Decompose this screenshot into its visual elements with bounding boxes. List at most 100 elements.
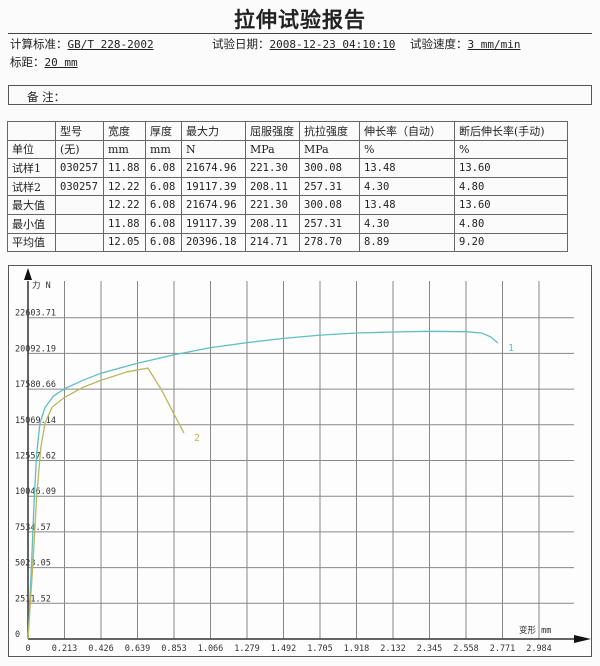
y-tick-label: 17580.66	[15, 380, 56, 390]
y-axis-label: 力 N	[32, 280, 51, 291]
x-tick-label: 0.853	[161, 644, 187, 654]
y-tick-label: 0	[15, 630, 20, 640]
date-field: 试验日期：2008-12-23 04:10:10	[212, 36, 395, 52]
table-cell: 257.31	[299, 176, 360, 197]
date-value: 2008-12-23 04:10:10	[269, 38, 396, 51]
series-1-line	[27, 330, 499, 640]
x-tick-label: 2.132	[380, 644, 406, 654]
results-table: 型号 宽度 厚度 最大力 屈服强度 抗拉强度 伸长率（自动） 断后伸长率(手动) 单位 (无) mm…	[7, 121, 568, 253]
table-cell: 试样2	[7, 176, 56, 197]
table-cell: 278.70	[299, 232, 360, 253]
force-deformation-chart: 0 0.213 0.426 0.639 0.853 1.066 1.279 1.492 1.70…	[8, 265, 592, 657]
table-cell: 11.88	[103, 213, 146, 234]
gauge-value: 20 mm	[44, 56, 78, 69]
table-cell: 20396.18	[181, 232, 246, 253]
series-2-line	[27, 367, 185, 640]
column-header: 伸长率（自动）	[359, 121, 455, 141]
table-row: 试样1 030257 11.88 6.08 21674.96 221.30 300.08 13…	[7, 158, 568, 178]
chart-svg: 0 0.213 0.426 0.639 0.853 1.066 1.279 1.492 1.70…	[15, 268, 591, 654]
table-cell: 030257	[55, 176, 104, 197]
column-header: 断后伸长率(手动)	[454, 121, 568, 141]
table-cell: 6.08	[145, 232, 182, 253]
column-header	[7, 121, 56, 141]
table-row: 单位 (无) mm mm N MPa MPa%%	[7, 139, 568, 160]
table-cell: 19117.39	[181, 213, 246, 234]
table-cell: 12.05	[103, 232, 146, 253]
x-tick-label: 0	[25, 644, 30, 654]
table-cell: 6.08	[145, 213, 182, 234]
column-header: 屈服强度	[245, 121, 300, 141]
series-label: 1	[508, 343, 514, 354]
table-cell: 208.11	[245, 176, 300, 197]
table-header-row: 型号 宽度 厚度 最大力 屈服强度 抗拉强度 伸长率（自动） 断后伸长率(手动)	[7, 121, 568, 141]
speed-value: 3 mm/min	[467, 38, 521, 51]
table-cell: 6.08	[145, 158, 182, 178]
table-cell: 300.08	[299, 158, 360, 178]
column-header: 抗拉强度	[299, 121, 360, 141]
table-cell: 4.30	[359, 176, 455, 197]
table-cell: 19117.39	[181, 176, 246, 197]
table-cell: %	[359, 139, 455, 160]
x-tick-label: 1.279	[234, 644, 260, 654]
remarks-box: 备 注：	[8, 85, 592, 105]
table-row: 试样2 030257 12.22 6.08 19117.39 208.11 257.31 4.…	[7, 176, 568, 197]
table-cell: 单位	[7, 139, 56, 160]
title-divider	[8, 33, 592, 34]
standard-field: 计算标准：GB/T 228-2002	[10, 36, 154, 52]
table-cell: 6.08	[145, 176, 182, 197]
table-cell: 11.88	[103, 158, 146, 178]
table-row: 平均值 12.05 6.08 20396.18 214.71 278.70 8.89 9.20	[7, 232, 568, 253]
table-cell: 221.30	[245, 158, 300, 178]
gauge-field: 标距：20 mm	[10, 54, 78, 70]
table-cell: 试样1	[7, 158, 56, 178]
table-cell: 12.22	[103, 195, 146, 215]
table-cell: 6.08	[145, 195, 182, 215]
table-cell: MPa	[245, 139, 300, 160]
table-cell: 13.48	[359, 195, 455, 215]
table-cell: 21674.96	[181, 158, 246, 178]
speed-label: 试验速度：	[410, 37, 468, 51]
table-cell: 13.48	[359, 158, 455, 178]
table-cell: 最小值	[7, 213, 56, 234]
table-cell: 4.80	[454, 176, 568, 197]
report-title: 拉伸试验报告	[234, 8, 366, 32]
column-header: 厚度	[145, 121, 182, 141]
x-axis-label: 变形 mm	[519, 625, 551, 636]
table-cell: 平均值	[7, 232, 56, 253]
x-axis-arrow-icon	[574, 635, 591, 643]
table-cell: mm	[145, 139, 182, 160]
x-tick-label: 2.984	[526, 644, 552, 654]
y-tick-label: 22603.71	[15, 309, 56, 319]
table-row: 最小值 11.88 6.08 19117.39 208.11 257.31 4.30 4.80	[7, 213, 568, 234]
table-cell	[55, 195, 104, 215]
table-cell: 8.89	[359, 232, 455, 253]
table-cell	[55, 232, 104, 253]
column-header: 最大力	[181, 121, 246, 141]
y-axis-arrow-icon	[24, 268, 32, 280]
table-cell: 13.60	[454, 158, 568, 178]
y-tick-label: 2511.52	[15, 594, 51, 604]
y-tick-label: 20092.19	[15, 344, 56, 354]
x-tick-label: 0.639	[125, 644, 151, 654]
table-cell: 9.20	[454, 232, 568, 253]
x-tick-label: 1.705	[307, 644, 333, 654]
remarks-label: 备 注：	[27, 90, 66, 104]
x-tick-label: 2.771	[490, 644, 516, 654]
gauge-label: 标距：	[10, 55, 45, 69]
column-header: 宽度	[103, 121, 146, 141]
x-tick-label: 2.558	[453, 644, 479, 654]
x-tick-label: 0.426	[88, 644, 114, 654]
y-tick-label: 15069.14	[15, 416, 56, 426]
standard-value: GB/T 228-2002	[67, 38, 154, 51]
table-cell: MPa	[299, 139, 360, 160]
table-cell: 221.30	[245, 195, 300, 215]
x-tick-label: 1.492	[271, 644, 297, 654]
x-tick-label: 2.345	[417, 644, 443, 654]
y-tick-label: 10046.09	[15, 487, 56, 497]
table-cell: 12.22	[103, 176, 146, 197]
table-cell: (无)	[55, 139, 104, 160]
table-row: 最大值 12.22 6.08 21674.96 221.30 300.08 13.48 13.…	[7, 195, 568, 215]
column-header: 型号	[55, 121, 104, 141]
x-tick-label: 1.918	[344, 644, 370, 654]
table-cell: 最大值	[7, 195, 56, 215]
